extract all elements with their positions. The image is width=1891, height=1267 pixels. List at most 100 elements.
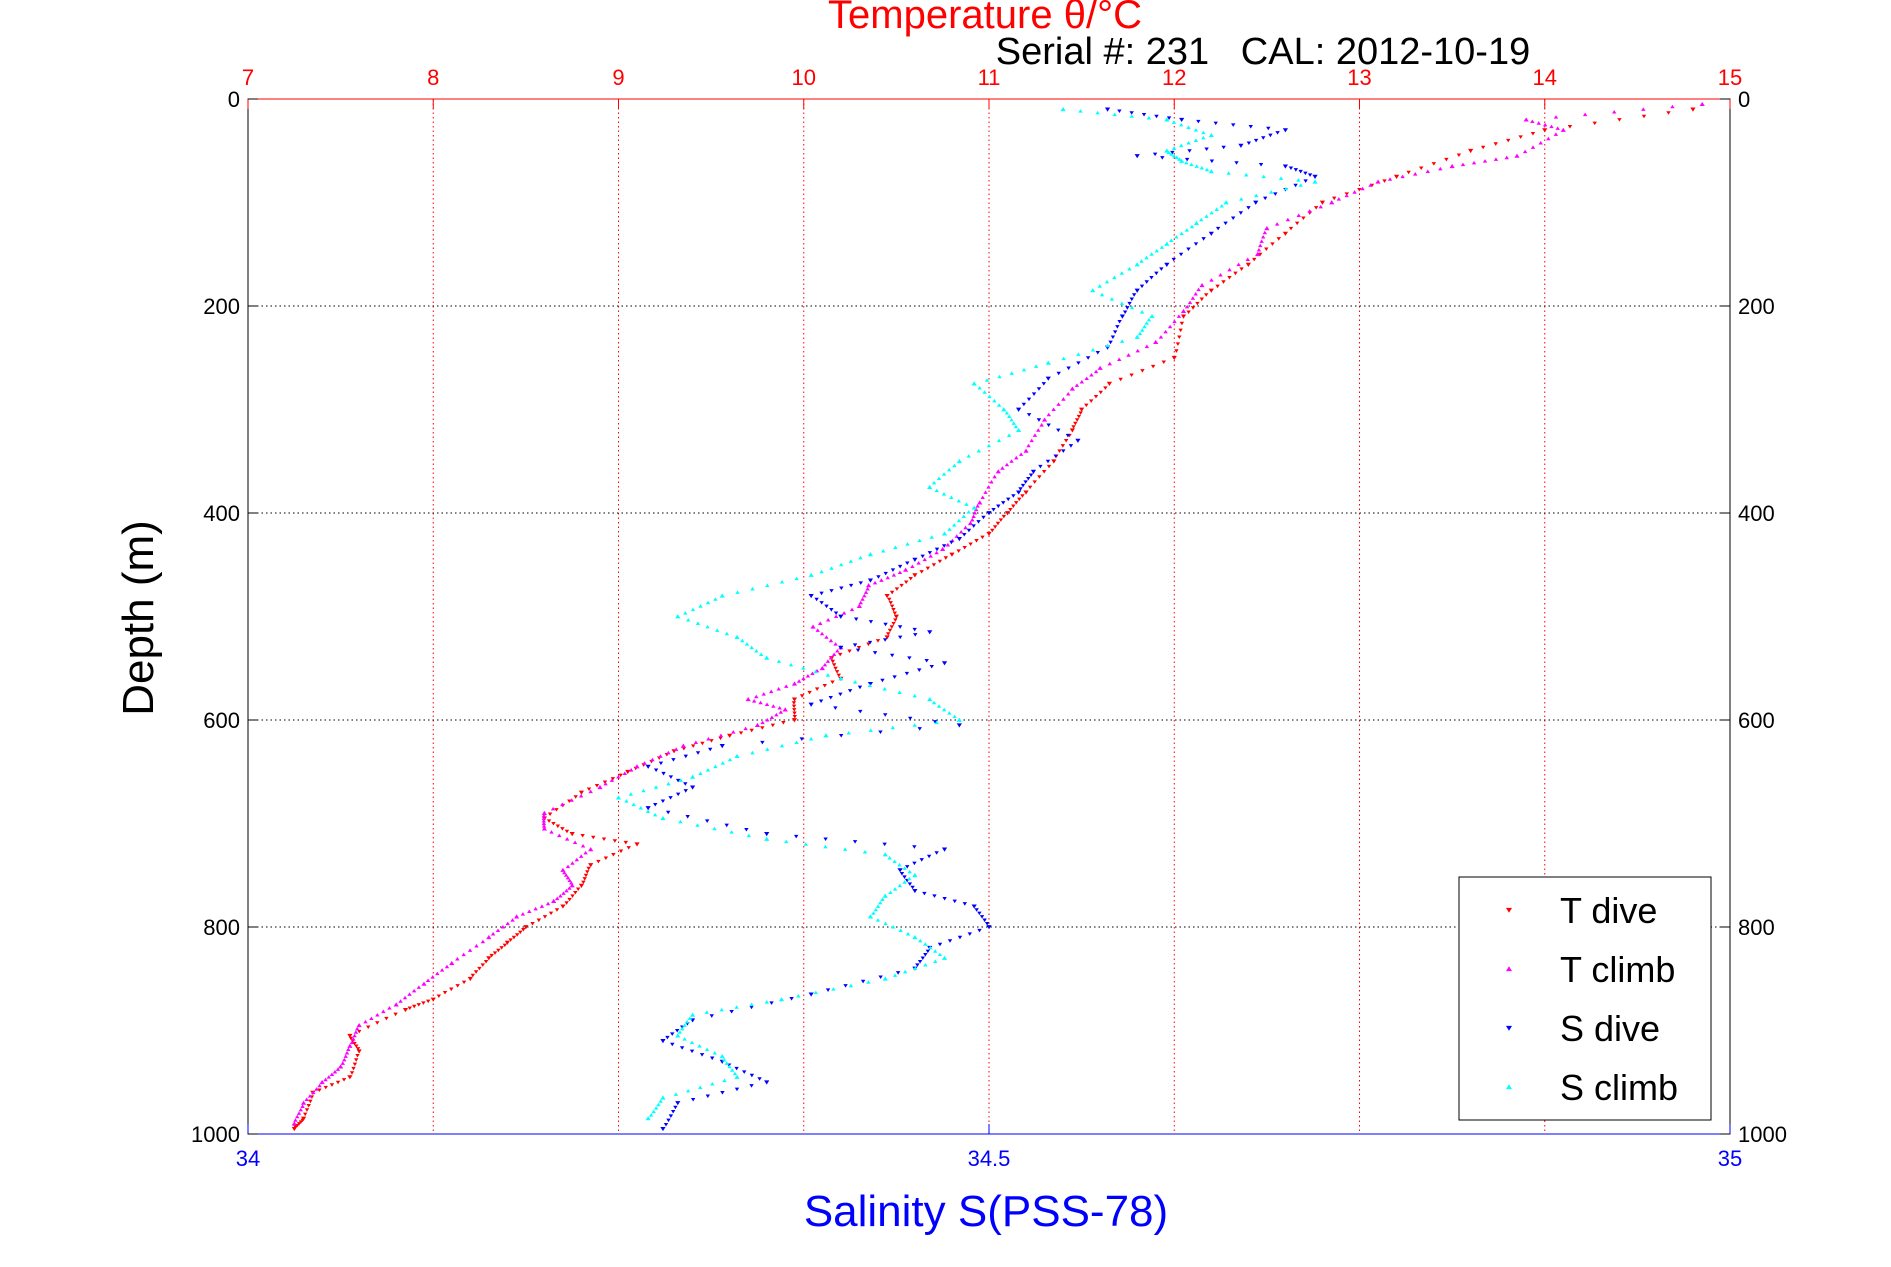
data-point <box>709 1056 715 1061</box>
data-point <box>678 778 684 782</box>
data-point <box>1178 328 1183 333</box>
data-point <box>575 887 581 892</box>
data-point <box>892 973 898 977</box>
data-point <box>648 1113 654 1117</box>
data-point <box>520 912 526 916</box>
data-point <box>1106 381 1113 386</box>
data-point <box>551 898 557 903</box>
bottom-tick-label: 34.5 <box>968 1146 1011 1171</box>
data-point <box>588 789 593 794</box>
data-point <box>833 666 838 671</box>
left-tick-label: 600 <box>203 708 240 733</box>
data-point <box>942 896 947 901</box>
data-point <box>910 564 915 569</box>
data-point <box>347 1033 353 1039</box>
data-point <box>738 731 744 735</box>
legend-marker <box>1506 907 1512 913</box>
data-point <box>976 520 981 524</box>
data-point <box>956 518 962 523</box>
data-point <box>586 787 592 791</box>
data-point <box>1098 390 1103 395</box>
data-point <box>1413 172 1418 176</box>
data-point <box>1119 339 1125 343</box>
data-point <box>425 978 431 983</box>
data-point <box>541 813 547 818</box>
data-point <box>658 1099 663 1103</box>
data-point <box>1258 243 1263 248</box>
data-point <box>931 563 937 567</box>
data-point <box>936 476 942 481</box>
data-point <box>347 1043 353 1048</box>
data-point <box>1542 122 1548 127</box>
data-point <box>1029 438 1034 443</box>
data-point <box>931 700 937 705</box>
data-point <box>398 999 403 1003</box>
data-point <box>749 1005 754 1010</box>
data-point <box>1001 501 1006 505</box>
data-point <box>344 1050 350 1055</box>
data-point <box>1089 373 1094 377</box>
data-point <box>623 840 629 845</box>
data-point <box>962 545 967 550</box>
data-point <box>882 976 888 981</box>
data-point <box>1560 127 1566 132</box>
data-point <box>1045 360 1051 365</box>
data-point <box>891 608 896 612</box>
data-point <box>541 816 547 820</box>
data-point <box>852 680 858 684</box>
data-point <box>1187 149 1192 153</box>
data-point <box>1193 220 1200 226</box>
data-point <box>1368 183 1373 187</box>
data-point <box>934 550 939 555</box>
data-point <box>1017 497 1022 502</box>
data-point <box>346 1047 351 1052</box>
data-point <box>852 643 858 647</box>
right-tick-label: 200 <box>1738 294 1775 319</box>
data-point <box>912 627 917 632</box>
data-point <box>638 805 644 810</box>
data-point <box>1126 353 1131 357</box>
data-point <box>1221 145 1226 150</box>
data-point <box>713 597 718 601</box>
data-point <box>668 796 673 800</box>
data-point <box>1161 360 1166 365</box>
data-point <box>1530 145 1536 149</box>
data-point <box>1171 257 1176 262</box>
data-point <box>761 692 766 696</box>
data-point <box>814 687 820 691</box>
data-point <box>308 1099 313 1104</box>
data-point <box>1166 116 1172 120</box>
data-point <box>293 1118 298 1122</box>
data-point <box>1020 483 1026 488</box>
data-point <box>929 535 934 539</box>
data-point <box>1523 117 1529 122</box>
data-point <box>1169 238 1174 242</box>
data-point <box>539 904 545 908</box>
data-point <box>1214 207 1219 211</box>
data-point <box>847 649 852 653</box>
data-point <box>875 639 881 643</box>
data-point <box>1011 421 1016 425</box>
data-point <box>1097 365 1103 370</box>
data-point <box>764 832 770 837</box>
data-point <box>1065 433 1071 438</box>
data-point <box>1021 367 1027 372</box>
data-point <box>1079 407 1085 412</box>
data-point <box>1449 163 1455 169</box>
data-point <box>461 980 467 985</box>
data-point <box>872 580 878 585</box>
data-point <box>902 969 908 974</box>
data-point <box>927 484 933 489</box>
data-point <box>976 448 981 453</box>
data-point <box>393 1002 399 1007</box>
data-point <box>892 887 898 891</box>
data-point <box>751 699 757 703</box>
data-point <box>998 518 1004 522</box>
data-point <box>1140 328 1145 332</box>
data-point <box>952 714 957 719</box>
data-point <box>1178 252 1184 257</box>
data-point <box>675 614 681 619</box>
data-point <box>1196 287 1201 292</box>
data-point <box>922 557 927 562</box>
data-point <box>765 718 770 722</box>
